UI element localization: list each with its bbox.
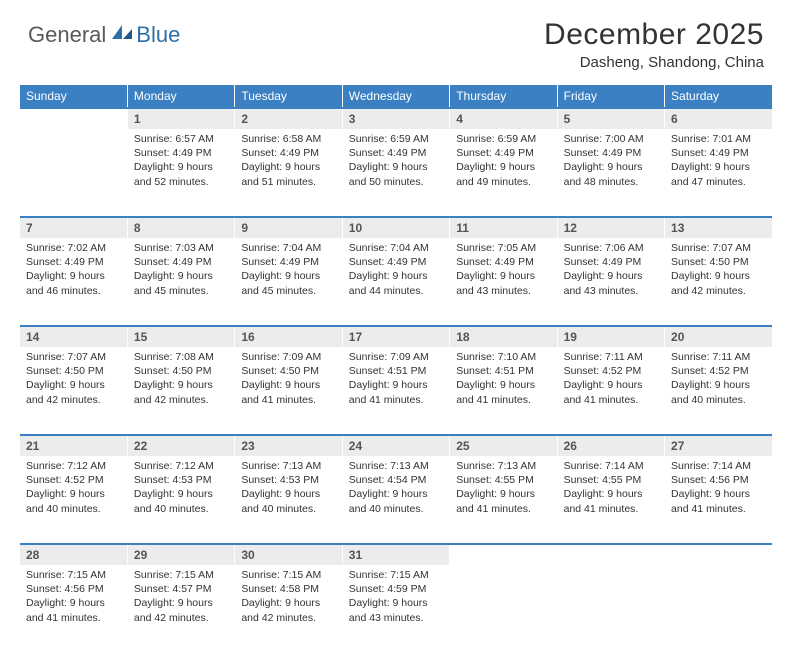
day-detail-cell: Sunrise: 7:10 AMSunset: 4:51 PMDaylight:… — [450, 347, 557, 435]
calendar-table: SundayMondayTuesdayWednesdayThursdayFrid… — [20, 85, 772, 653]
day-number-cell: 3 — [342, 108, 449, 129]
day-number-cell — [20, 108, 127, 129]
day-detail-cell — [20, 129, 127, 217]
day-number-cell: 28 — [20, 544, 127, 565]
day-number-cell: 31 — [342, 544, 449, 565]
day-number-cell: 9 — [235, 217, 342, 238]
day-number-cell — [557, 544, 664, 565]
day-number-cell: 8 — [127, 217, 234, 238]
day-number-cell: 16 — [235, 326, 342, 347]
weekday-header: Thursday — [450, 85, 557, 108]
day-detail-cell: Sunrise: 7:14 AMSunset: 4:56 PMDaylight:… — [665, 456, 772, 544]
detail-row: Sunrise: 7:15 AMSunset: 4:56 PMDaylight:… — [20, 565, 772, 653]
day-detail-cell — [665, 565, 772, 653]
detail-row: Sunrise: 7:12 AMSunset: 4:52 PMDaylight:… — [20, 456, 772, 544]
day-number-cell: 1 — [127, 108, 234, 129]
day-number-cell: 6 — [665, 108, 772, 129]
weekday-header: Monday — [127, 85, 234, 108]
day-detail-cell: Sunrise: 7:01 AMSunset: 4:49 PMDaylight:… — [665, 129, 772, 217]
day-number-cell: 23 — [235, 435, 342, 456]
day-number-cell: 4 — [450, 108, 557, 129]
day-detail-cell: Sunrise: 7:05 AMSunset: 4:49 PMDaylight:… — [450, 238, 557, 326]
day-detail-cell: Sunrise: 7:09 AMSunset: 4:50 PMDaylight:… — [235, 347, 342, 435]
detail-row: Sunrise: 7:02 AMSunset: 4:49 PMDaylight:… — [20, 238, 772, 326]
day-number-cell: 24 — [342, 435, 449, 456]
day-detail-cell: Sunrise: 7:15 AMSunset: 4:59 PMDaylight:… — [342, 565, 449, 653]
day-number-cell — [450, 544, 557, 565]
day-detail-cell: Sunrise: 7:04 AMSunset: 4:49 PMDaylight:… — [342, 238, 449, 326]
daynum-row: 28293031 — [20, 544, 772, 565]
day-number-cell: 19 — [557, 326, 664, 347]
day-detail-cell: Sunrise: 6:58 AMSunset: 4:49 PMDaylight:… — [235, 129, 342, 217]
daynum-row: 78910111213 — [20, 217, 772, 238]
day-number-cell: 27 — [665, 435, 772, 456]
day-detail-cell: Sunrise: 7:02 AMSunset: 4:49 PMDaylight:… — [20, 238, 127, 326]
detail-row: Sunrise: 7:07 AMSunset: 4:50 PMDaylight:… — [20, 347, 772, 435]
brand-part2: Blue — [136, 22, 180, 48]
day-detail-cell: Sunrise: 7:12 AMSunset: 4:53 PMDaylight:… — [127, 456, 234, 544]
day-number-cell: 22 — [127, 435, 234, 456]
day-detail-cell: Sunrise: 6:59 AMSunset: 4:49 PMDaylight:… — [450, 129, 557, 217]
month-title: December 2025 — [544, 18, 764, 52]
sail-icon — [110, 23, 134, 48]
location-text: Dasheng, Shandong, China — [544, 54, 764, 71]
day-number-cell: 13 — [665, 217, 772, 238]
day-detail-cell: Sunrise: 7:07 AMSunset: 4:50 PMDaylight:… — [665, 238, 772, 326]
daynum-row: 14151617181920 — [20, 326, 772, 347]
day-number-cell — [665, 544, 772, 565]
day-number-cell: 5 — [557, 108, 664, 129]
day-detail-cell: Sunrise: 7:07 AMSunset: 4:50 PMDaylight:… — [20, 347, 127, 435]
weekday-header-row: SundayMondayTuesdayWednesdayThursdayFrid… — [20, 85, 772, 108]
day-detail-cell: Sunrise: 7:00 AMSunset: 4:49 PMDaylight:… — [557, 129, 664, 217]
day-number-cell: 30 — [235, 544, 342, 565]
daynum-row: 123456 — [20, 108, 772, 129]
day-detail-cell: Sunrise: 7:15 AMSunset: 4:56 PMDaylight:… — [20, 565, 127, 653]
day-detail-cell: Sunrise: 7:15 AMSunset: 4:58 PMDaylight:… — [235, 565, 342, 653]
day-detail-cell — [557, 565, 664, 653]
weekday-header: Friday — [557, 85, 664, 108]
day-detail-cell: Sunrise: 7:13 AMSunset: 4:53 PMDaylight:… — [235, 456, 342, 544]
page-header: General Blue December 2025 Dasheng, Shan… — [0, 0, 792, 77]
weekday-header: Wednesday — [342, 85, 449, 108]
day-detail-cell: Sunrise: 7:11 AMSunset: 4:52 PMDaylight:… — [557, 347, 664, 435]
day-number-cell: 10 — [342, 217, 449, 238]
day-number-cell: 14 — [20, 326, 127, 347]
day-detail-cell: Sunrise: 7:15 AMSunset: 4:57 PMDaylight:… — [127, 565, 234, 653]
day-number-cell: 29 — [127, 544, 234, 565]
day-number-cell: 21 — [20, 435, 127, 456]
brand-part1: General — [28, 22, 106, 48]
day-number-cell: 15 — [127, 326, 234, 347]
day-number-cell: 11 — [450, 217, 557, 238]
day-detail-cell: Sunrise: 7:03 AMSunset: 4:49 PMDaylight:… — [127, 238, 234, 326]
weekday-header: Saturday — [665, 85, 772, 108]
day-detail-cell: Sunrise: 6:57 AMSunset: 4:49 PMDaylight:… — [127, 129, 234, 217]
day-detail-cell: Sunrise: 7:08 AMSunset: 4:50 PMDaylight:… — [127, 347, 234, 435]
day-detail-cell: Sunrise: 6:59 AMSunset: 4:49 PMDaylight:… — [342, 129, 449, 217]
day-detail-cell: Sunrise: 7:04 AMSunset: 4:49 PMDaylight:… — [235, 238, 342, 326]
day-detail-cell: Sunrise: 7:12 AMSunset: 4:52 PMDaylight:… — [20, 456, 127, 544]
daynum-row: 21222324252627 — [20, 435, 772, 456]
weekday-header: Sunday — [20, 85, 127, 108]
day-detail-cell: Sunrise: 7:13 AMSunset: 4:54 PMDaylight:… — [342, 456, 449, 544]
day-number-cell: 17 — [342, 326, 449, 347]
day-detail-cell: Sunrise: 7:14 AMSunset: 4:55 PMDaylight:… — [557, 456, 664, 544]
day-number-cell: 18 — [450, 326, 557, 347]
detail-row: Sunrise: 6:57 AMSunset: 4:49 PMDaylight:… — [20, 129, 772, 217]
day-detail-cell: Sunrise: 7:13 AMSunset: 4:55 PMDaylight:… — [450, 456, 557, 544]
day-number-cell: 25 — [450, 435, 557, 456]
title-block: December 2025 Dasheng, Shandong, China — [544, 18, 764, 71]
day-number-cell: 7 — [20, 217, 127, 238]
day-detail-cell: Sunrise: 7:11 AMSunset: 4:52 PMDaylight:… — [665, 347, 772, 435]
day-detail-cell: Sunrise: 7:09 AMSunset: 4:51 PMDaylight:… — [342, 347, 449, 435]
weekday-header: Tuesday — [235, 85, 342, 108]
day-number-cell: 2 — [235, 108, 342, 129]
day-number-cell: 12 — [557, 217, 664, 238]
brand-logo: General Blue — [28, 18, 180, 48]
day-detail-cell — [450, 565, 557, 653]
day-detail-cell: Sunrise: 7:06 AMSunset: 4:49 PMDaylight:… — [557, 238, 664, 326]
day-number-cell: 26 — [557, 435, 664, 456]
day-number-cell: 20 — [665, 326, 772, 347]
